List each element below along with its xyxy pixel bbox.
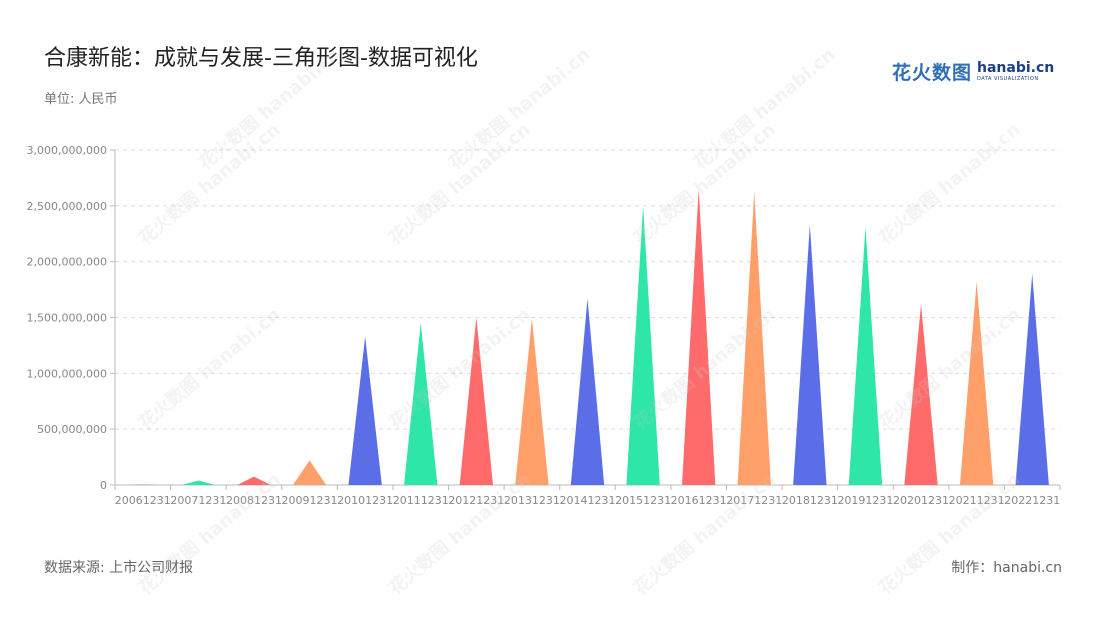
y-tick-label: 2,500,000,000 bbox=[27, 200, 107, 213]
y-tick-label: 0 bbox=[100, 479, 107, 492]
x-tick-label: 20181231 bbox=[782, 494, 838, 507]
x-tick-label: 20101231 bbox=[337, 494, 393, 507]
y-tick-label: 500,000,000 bbox=[37, 423, 107, 436]
triangle-bar bbox=[404, 323, 438, 485]
logo-en-block: hanabi.cn DATA VISUALIZATION bbox=[977, 61, 1054, 82]
triangle-bar bbox=[181, 480, 216, 485]
y-tick-label: 1,500,000,000 bbox=[27, 312, 107, 325]
brand-logo: 花火数图 hanabi.cn DATA VISUALIZATION bbox=[892, 58, 1054, 85]
x-tick-label: 20141231 bbox=[560, 494, 616, 507]
x-tick-label: 20201231 bbox=[893, 494, 949, 507]
unit-label: 单位: 人民币 bbox=[44, 92, 118, 107]
logo-sub-text: DATA VISUALIZATION bbox=[977, 76, 1039, 82]
maker-credit: 制作：hanabi.cn bbox=[951, 560, 1062, 576]
data-source-note: 数据来源: 上市公司财报 bbox=[44, 560, 194, 576]
triangle-bar bbox=[237, 476, 271, 485]
triangle-bar bbox=[570, 298, 605, 485]
x-tick-label: 20111231 bbox=[393, 494, 449, 507]
x-tick-label: 20191231 bbox=[837, 494, 893, 507]
triangle-bar bbox=[626, 205, 660, 486]
y-tick-label: 3,000,000,000 bbox=[27, 144, 107, 157]
x-tick-label: 20151231 bbox=[615, 494, 671, 507]
triangle-bar bbox=[904, 304, 938, 485]
x-tick-label: 20081231 bbox=[226, 494, 282, 507]
x-tick-label: 20211231 bbox=[949, 494, 1005, 507]
y-tick-label: 2,000,000,000 bbox=[27, 256, 107, 269]
y-tick-label: 1,000,000,000 bbox=[27, 367, 107, 380]
chart-title: 合康新能：成就与发展-三角形图-数据可视化 bbox=[44, 46, 478, 71]
triangle-bar bbox=[459, 317, 493, 485]
triangle-bar bbox=[348, 336, 382, 485]
logo-cn-text: 花火数图 bbox=[892, 62, 973, 84]
triangle-bar bbox=[515, 318, 549, 485]
x-tick-label: 20091231 bbox=[282, 494, 338, 507]
x-tick-label: 20061231 bbox=[115, 494, 171, 507]
x-tick-label: 20221231 bbox=[1004, 494, 1060, 507]
triangle-bar bbox=[682, 189, 716, 486]
triangle-bar bbox=[959, 281, 994, 485]
x-tick-label: 20121231 bbox=[448, 494, 504, 507]
triangle-bar bbox=[848, 227, 883, 486]
logo-en-text: hanabi.cn bbox=[977, 60, 1055, 76]
x-tick-label: 20171231 bbox=[726, 494, 782, 507]
triangle-bar bbox=[1015, 273, 1049, 485]
triangle-bar bbox=[737, 191, 771, 486]
triangle-bar bbox=[793, 224, 827, 486]
x-tick-label: 20071231 bbox=[170, 494, 226, 507]
x-tick-label: 20161231 bbox=[671, 494, 727, 507]
triangle-bar bbox=[292, 460, 327, 485]
x-tick-label: 20131231 bbox=[504, 494, 560, 507]
